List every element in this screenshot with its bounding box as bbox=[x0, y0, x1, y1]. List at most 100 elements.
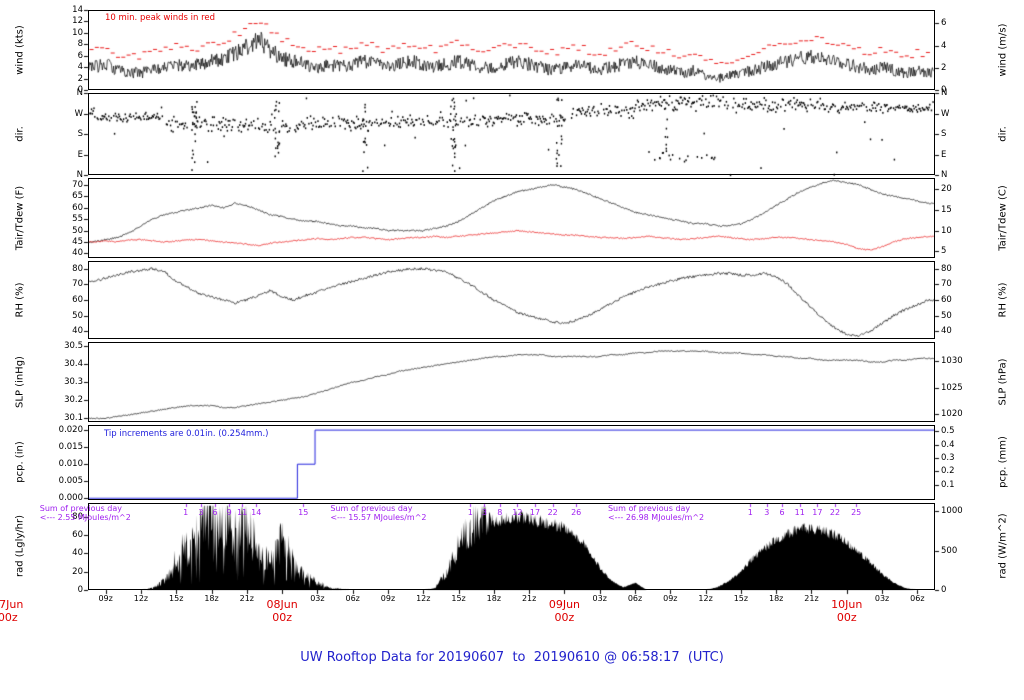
rad-day-sum-label: Sum of previous day bbox=[39, 504, 122, 513]
xtick-date-hour: 00z bbox=[554, 611, 575, 624]
ytick-left-rh: 40 bbox=[72, 326, 83, 337]
rad-cumulative-number: 11 bbox=[237, 508, 248, 517]
ytick-right-rh: 80 bbox=[941, 263, 952, 274]
xtick-label: 18z bbox=[768, 594, 784, 603]
rad-cumulative-number: 14 bbox=[251, 508, 262, 517]
xtick-date-hour: 00z bbox=[0, 611, 18, 624]
axis-label-rad-right: rad (W/m^2) bbox=[997, 513, 1009, 579]
rad-day-sum-value: <--- 15.57 MJoules/m^2 bbox=[330, 513, 427, 522]
ytick-left-slp: 30.5 bbox=[64, 340, 83, 351]
ytick-left-dir: N bbox=[76, 170, 83, 180]
xtick-label: 06z bbox=[910, 594, 925, 603]
ytick-right-rad: 1000 bbox=[941, 506, 963, 517]
rad-cumulative-number: 17 bbox=[529, 508, 541, 517]
ytick-left-rad: 80 bbox=[72, 511, 83, 522]
ytick-left-pcp: 0.010 bbox=[58, 459, 83, 470]
ytick-right-slp: 1020 bbox=[941, 409, 963, 420]
xtick-label: 21z bbox=[239, 594, 254, 603]
ytick-right-dir: S bbox=[941, 129, 947, 139]
ytick-left-slp: 30.1 bbox=[64, 413, 83, 424]
xtick-label: 18z bbox=[204, 594, 219, 603]
ytick-left-rad: 60 bbox=[72, 530, 83, 541]
ytick-left-rad: 40 bbox=[72, 548, 83, 559]
ytick-left-rh: 50 bbox=[72, 310, 83, 321]
ytick-right-pcp: 0.4 bbox=[941, 439, 955, 450]
xtick-label: 15z bbox=[733, 594, 749, 603]
ytick-right-tair: 15 bbox=[941, 205, 952, 215]
ytick-left-dir: W bbox=[74, 108, 83, 119]
rad-cumulative-number: 11 bbox=[794, 508, 805, 517]
ytick-left-wind: 2 bbox=[77, 73, 83, 84]
panel-wind-direction bbox=[88, 93, 935, 175]
rad-day-sum-label: Sum of previous day bbox=[607, 504, 691, 513]
ytick-left-wind: 12 bbox=[72, 16, 83, 27]
ytick-left-tair: 40 bbox=[72, 248, 83, 259]
ytick-left-wind: 10 bbox=[72, 27, 83, 38]
ytick-left-tair: 55 bbox=[72, 214, 83, 225]
xtick-label: 18z bbox=[486, 594, 502, 603]
rad-day-sum-value: <--- 26.98 MJoules/m^2 bbox=[607, 513, 705, 522]
rad-cumulative-number: 3 bbox=[764, 508, 770, 517]
axis-label-pcp-right: pcp. (mm) bbox=[997, 436, 1009, 488]
ytick-left-rad: 0 bbox=[77, 585, 83, 595]
xtick-label: 12z bbox=[133, 594, 149, 603]
ytick-left-pcp: 0.015 bbox=[58, 442, 83, 453]
ytick-right-slp: 1025 bbox=[941, 382, 963, 393]
figure-title: UW Rooftop Data for 20190607 to 20190610… bbox=[300, 650, 724, 665]
rad-cumulative-number: 17 bbox=[812, 508, 823, 517]
rad-cumulative-number: 12 bbox=[512, 508, 523, 517]
xtick-label: 03z bbox=[310, 594, 325, 603]
ytick-right-slp: 1030 bbox=[941, 355, 963, 366]
ytick-left-wind: 4 bbox=[77, 62, 83, 73]
rad-cumulative-number: 3 bbox=[481, 508, 487, 517]
ytick-right-wind: 6 bbox=[941, 18, 947, 29]
panel-precipitation bbox=[88, 425, 935, 500]
ytick-left-pcp: 0.020 bbox=[58, 425, 83, 436]
ytick-left-rh: 60 bbox=[72, 295, 83, 305]
ytick-left-dir: N bbox=[76, 88, 83, 98]
ytick-left-rh: 70 bbox=[72, 279, 83, 290]
ytick-right-rad: 0 bbox=[941, 585, 947, 595]
ytick-right-tair: 10 bbox=[941, 225, 952, 236]
ytick-left-tair: 50 bbox=[72, 225, 83, 236]
xtick-date: 08Jun bbox=[266, 598, 298, 611]
xtick-date: 09Jun bbox=[548, 598, 581, 611]
ytick-right-pcp: 0.3 bbox=[941, 453, 955, 464]
xtick-label: 03z bbox=[592, 594, 607, 603]
rad-day-sum-value: <--- 2.55 MJoules/m^2 bbox=[39, 513, 131, 522]
xtick-label: 12z bbox=[416, 594, 431, 603]
wind-peak-note: 10 min. peak winds in red bbox=[105, 13, 216, 23]
ytick-right-pcp: 0.2 bbox=[941, 466, 955, 477]
ytick-right-tair: 5 bbox=[941, 246, 947, 257]
xtick-label: 03z bbox=[874, 594, 890, 603]
xtick-label: 15z bbox=[169, 594, 184, 603]
rad-cumulative-number: 1 bbox=[183, 508, 189, 517]
xtick-label: 21z bbox=[521, 594, 537, 603]
rad-cumulative-number: 15 bbox=[298, 508, 309, 517]
rad-cumulative-number: 8 bbox=[497, 508, 503, 517]
rad-cumulative-number: 22 bbox=[829, 508, 841, 517]
rad-cumulative-number: 6 bbox=[212, 508, 218, 517]
panel-tair-tdew bbox=[88, 178, 935, 258]
xtick-label: 21z bbox=[804, 594, 819, 603]
axis-label-tair-right: Tair/Tdew (C) bbox=[997, 185, 1009, 251]
ytick-right-rh: 50 bbox=[941, 310, 952, 321]
ytick-right-dir: E bbox=[941, 149, 947, 160]
xtick-label: 15z bbox=[451, 594, 466, 603]
ytick-left-tair: 45 bbox=[72, 237, 83, 247]
rad-cumulative-number: 1 bbox=[747, 508, 753, 517]
ytick-left-wind: 14 bbox=[72, 5, 83, 15]
ytick-left-rad: 20 bbox=[72, 566, 83, 577]
axis-label-pcp-left: pcp. (in) bbox=[14, 441, 26, 483]
axis-label-tair-left: Tair/Tdew (F) bbox=[14, 185, 26, 251]
xtick-label: 06z bbox=[345, 594, 360, 603]
ytick-left-wind: 8 bbox=[77, 39, 83, 50]
rad-cumulative-number: 25 bbox=[851, 508, 862, 517]
xtick-label: 12z bbox=[698, 594, 713, 603]
axis-label-slp-right: SLP (hPa) bbox=[997, 358, 1009, 406]
xtick-date: 10Jun bbox=[831, 598, 863, 611]
panel-sea-level-pressure bbox=[88, 342, 935, 422]
xtick-label: 09z bbox=[663, 594, 678, 603]
ytick-left-pcp: 0.000 bbox=[58, 493, 83, 504]
